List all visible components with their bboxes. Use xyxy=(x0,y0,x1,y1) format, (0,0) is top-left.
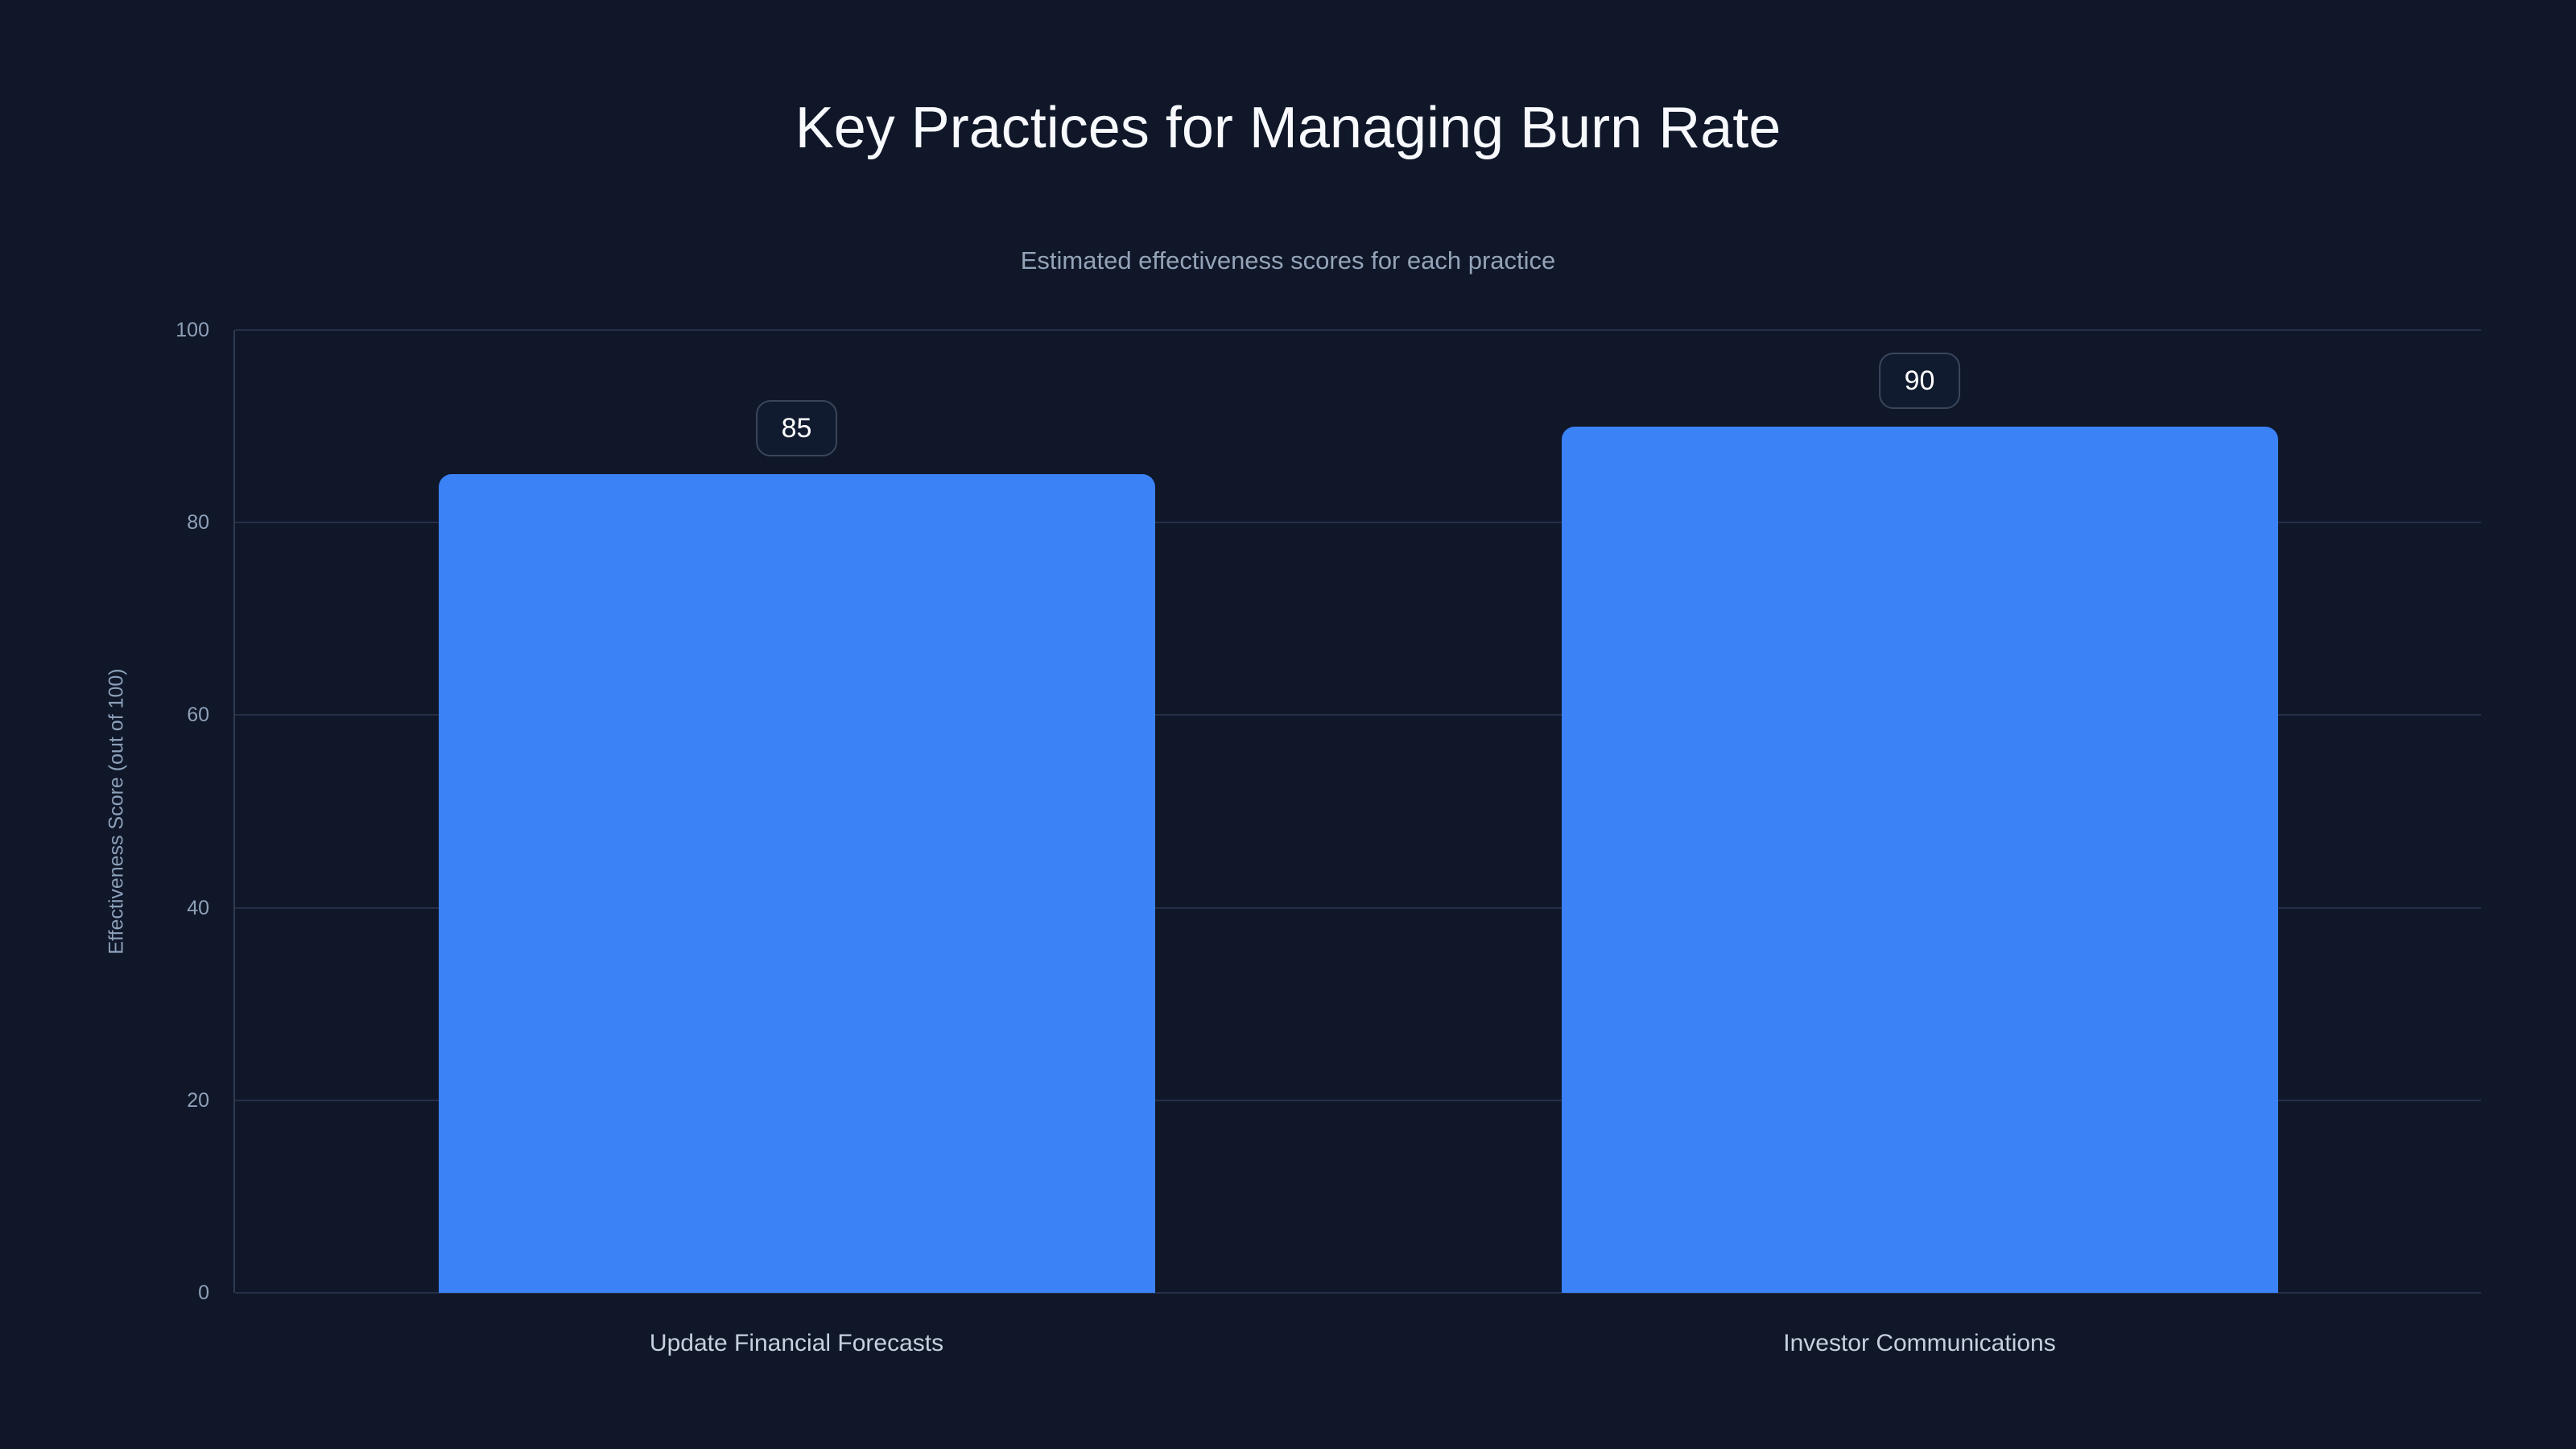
y-axis-title: Effectiveness Score (out of 100) xyxy=(105,668,128,955)
plot-area: 0 20 40 60 80 100 85 Update Financial Forecasts… xyxy=(175,320,2481,1356)
bar-investor-communications xyxy=(1561,426,2278,1293)
chart-subtitle: Estimated effectiveness scores for each … xyxy=(1020,246,1556,275)
gridline-y-0 xyxy=(235,1292,2481,1294)
gridline-y-20 xyxy=(235,1099,2481,1101)
gridline-y-100 xyxy=(235,329,2481,331)
gridline-y-40 xyxy=(235,906,2481,909)
gridline-y-60 xyxy=(235,714,2481,716)
bar-update-financial-forecasts xyxy=(438,474,1155,1293)
value-badge-investor-communications: 90 xyxy=(1878,352,1961,409)
x-tick-label-update-financial-forecasts: Update Financial Forecasts xyxy=(649,1330,944,1356)
chart-title: Key Practices for Managing Burn Rate xyxy=(795,96,1781,160)
gridline-y-80 xyxy=(235,522,2481,524)
value-badge-update-financial-forecasts: 85 xyxy=(755,400,838,457)
x-tick-label-investor-communications: Investor Communications xyxy=(1783,1330,2056,1356)
